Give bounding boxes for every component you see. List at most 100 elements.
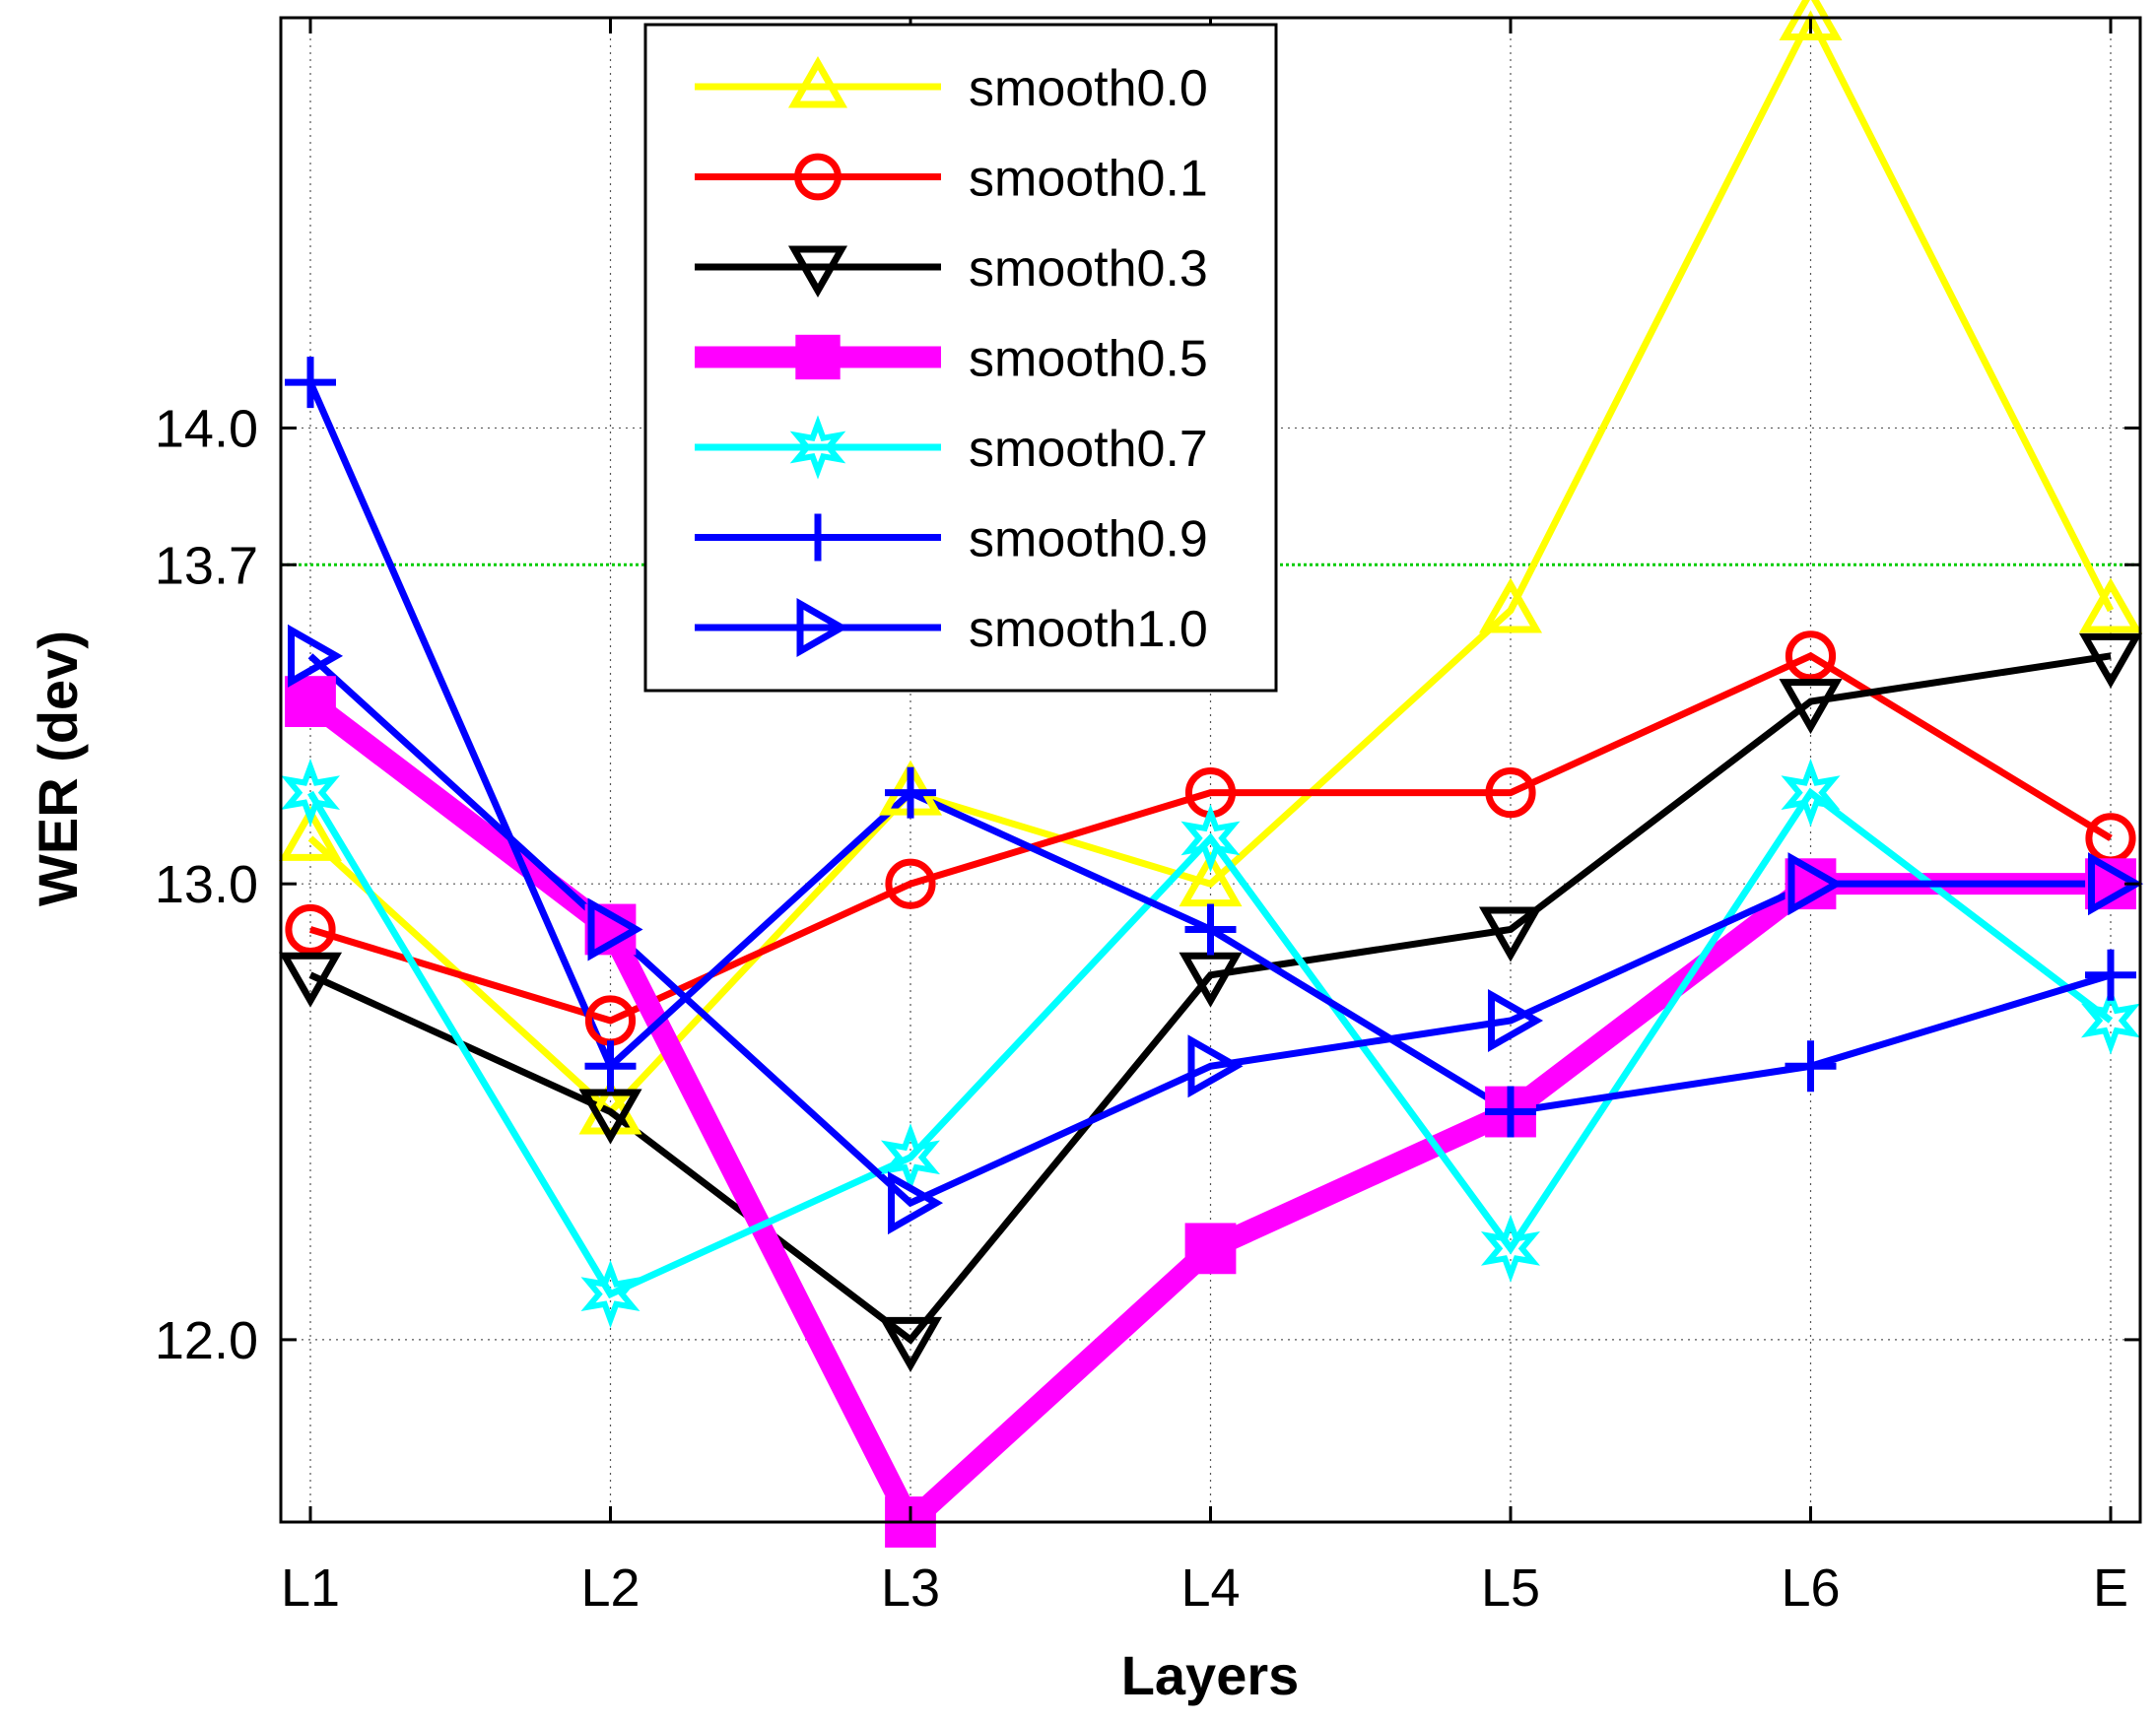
legend-label: smooth0.3 [969,240,1208,298]
data-point-smooth0-1 [1485,767,1536,819]
marker-star [2080,986,2141,1055]
data-point-smooth1-0 [1187,1034,1244,1098]
marker-star [880,1123,941,1192]
marker-triangle-right [888,1171,944,1235]
marker-triangle-down [1478,906,1543,962]
data-point-smooth0-5 [1184,1223,1237,1275]
y-tick-label: 12.0 [155,1311,258,1370]
data-point-smooth0-9 [285,357,336,409]
series-line-smooth0-3 [308,652,2112,1345]
legend-label: smooth0.9 [969,511,1208,568]
marker-star [1180,804,1241,873]
marker-star [1781,758,1841,828]
data-point-smooth1-0 [288,624,344,688]
data-point-smooth0-9 [2085,949,2136,1001]
legend-label: smooth1.0 [969,601,1208,658]
x-axis: L1 L2 L3 L4 L5 L6 E [281,18,2128,1618]
data-point-smooth0-0 [1478,577,1543,633]
x-tick-label: E [2093,1558,2128,1618]
legend-entry: smooth0.3 [695,240,1208,298]
marker-triangle-down [278,952,343,1008]
data-point-smooth0-5 [285,676,336,727]
data-point-smooth0-3 [1779,679,1843,735]
y-tick-label: 13.7 [155,536,258,595]
data-point-smooth1-0 [1488,988,1544,1053]
data-point-smooth0-7 [580,1259,640,1329]
x-tick-label: L4 [1180,1558,1240,1618]
data-point-smooth0-3 [278,952,343,1008]
data-point-smooth0-0 [1179,851,1243,907]
data-point-smooth0-9 [584,1040,637,1093]
data-point-smooth1-0 [888,1171,944,1235]
marker-triangle-up [1779,0,1843,40]
data-point-smooth0-9 [1785,1040,1837,1093]
marker-triangle-right [288,624,344,688]
data-point-smooth0-3 [578,1089,642,1145]
marker-triangle-right [2088,852,2144,916]
data-point-smooth0-3 [1179,952,1243,1008]
marker-triangle-down [2078,632,2143,689]
data-point-smooth0-0 [278,805,343,861]
marker-square [285,676,336,727]
marker-star [789,415,846,480]
data-point-smooth0-7 [880,1123,941,1192]
legend-label: smooth0.5 [969,331,1208,388]
marker-triangle-down [578,1089,642,1145]
marker-star [1480,1214,1541,1284]
marker-triangle-right [1787,852,1844,916]
data-point-smooth0-9 [885,766,936,819]
y-axis: 12.0 13.0 13.7 14.0 [155,399,2140,1370]
marker-triangle-right [587,897,643,961]
marker-triangle-right [1187,1034,1244,1098]
data-point-smooth0-1 [285,903,336,956]
data-point-smooth0-7 [1480,1214,1541,1284]
marker-triangle-up [787,55,848,108]
data-point-smooth0-9 [1485,1086,1536,1138]
marker-triangle-up [278,805,343,861]
marker-triangle-down [1779,679,1843,735]
data-point-smooth0-3 [2078,632,2143,689]
series-markers [278,0,2144,1548]
legend-entry: smooth0.7 [695,415,1208,480]
legend: smooth0.0 smooth0.1 smooth0.3 smooth0.5 smoo… [643,23,1278,693]
data-point-smooth0-0 [1779,0,1843,40]
data-point-smooth1-0 [2088,852,2144,916]
data-point-smooth0-1 [1785,630,1837,682]
legend-label: smooth0.1 [969,151,1208,208]
marker-triangle-up [1179,851,1243,907]
legend-entry: smooth0.9 [695,511,1208,568]
data-point-smooth0-9 [1184,903,1237,956]
data-point-smooth0-3 [878,1316,943,1372]
data-point-smooth0-7 [1180,804,1241,873]
marker-triangle-down [878,1316,943,1372]
series-line-smooth0-1 [308,651,2113,1025]
marker-circle [885,858,936,909]
marker-triangle-right [1488,988,1544,1053]
x-tick-label: L6 [1781,1558,1840,1618]
marker-triangle-up [2078,577,2143,633]
data-point-smooth0-1 [885,858,936,909]
legend-entry: smooth0.0 [695,55,1208,117]
y-axis-label: WER (dev) [27,630,89,906]
y-tick-label: 13.0 [155,855,258,914]
y-tick-label: 14.0 [155,399,258,458]
marker-circle [794,153,842,201]
data-point-smooth0-7 [280,758,341,828]
data-point-smooth0-7 [2080,986,2141,1055]
marker-circle [285,903,336,956]
x-tick-label: L1 [281,1558,340,1618]
x-tick-label: L2 [580,1558,640,1618]
legend-entry: smooth1.0 [695,597,1208,658]
data-point-smooth1-0 [1787,852,1844,916]
legend-label: smooth0.7 [969,421,1208,478]
series-line-smooth0-7 [306,787,2114,1299]
data-point-smooth0-7 [1781,758,1841,828]
legend-label: smooth0.0 [969,60,1208,117]
data-point-smooth1-0 [587,897,643,961]
data-point-smooth0-0 [2078,577,2143,633]
x-tick-label: L3 [881,1558,940,1618]
marker-circle [1785,630,1837,682]
marker-triangle-right [796,597,849,658]
marker-triangle-down [787,245,848,298]
